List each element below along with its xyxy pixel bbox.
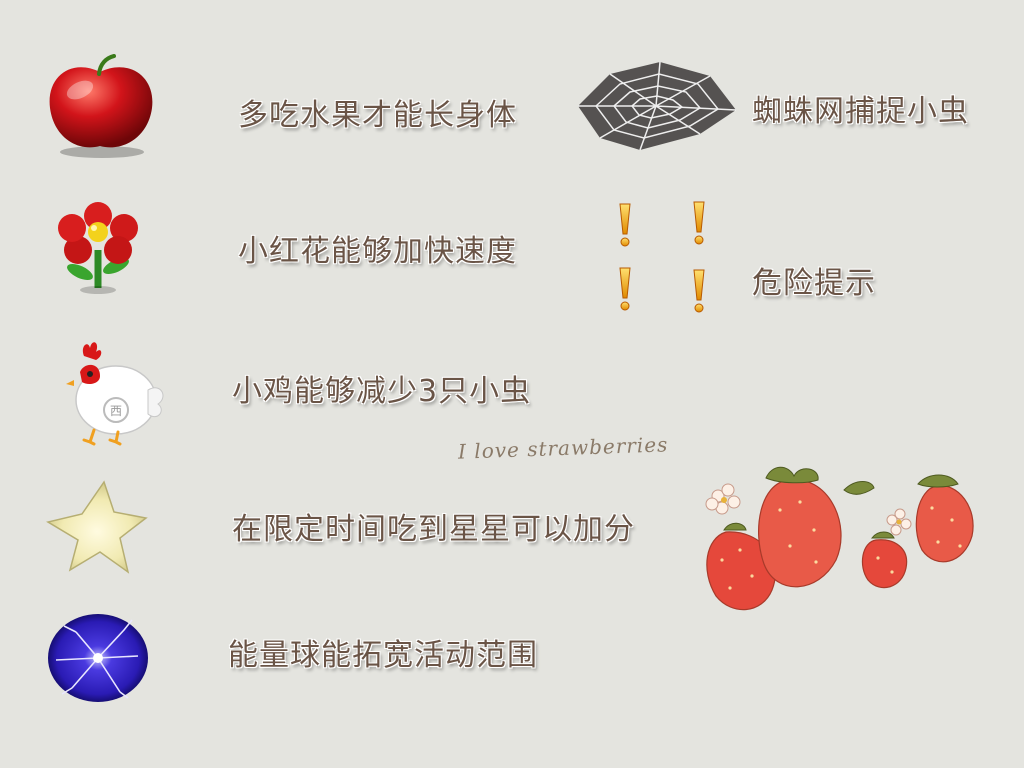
energy-ball-icon	[48, 614, 148, 702]
apple-label: 多吃水果才能长身体	[238, 98, 517, 133]
apple-icon	[49, 54, 153, 158]
star-label: 在限定时间吃到星星可以加分	[232, 512, 635, 547]
strawberries-illustration	[705, 466, 974, 611]
energy-ball-label: 能量球能拓宽活动范围	[228, 638, 538, 673]
flower-label: 小红花能够加快速度	[238, 234, 517, 269]
chicken-icon: 西	[66, 342, 164, 446]
decorative-script-text: I love strawberries	[457, 432, 669, 464]
exclamation-marks-icon	[619, 201, 705, 313]
star-icon	[46, 480, 148, 574]
spider-web-icon	[578, 61, 737, 151]
red-flower-icon	[58, 202, 138, 294]
spider-web-label: 蜘蛛网捕捉小虫	[752, 94, 969, 129]
svg-text:西: 西	[110, 404, 122, 418]
danger-label: 危险提示	[752, 266, 876, 301]
chicken-label: 小鸡能够减少3只小虫	[232, 374, 532, 409]
